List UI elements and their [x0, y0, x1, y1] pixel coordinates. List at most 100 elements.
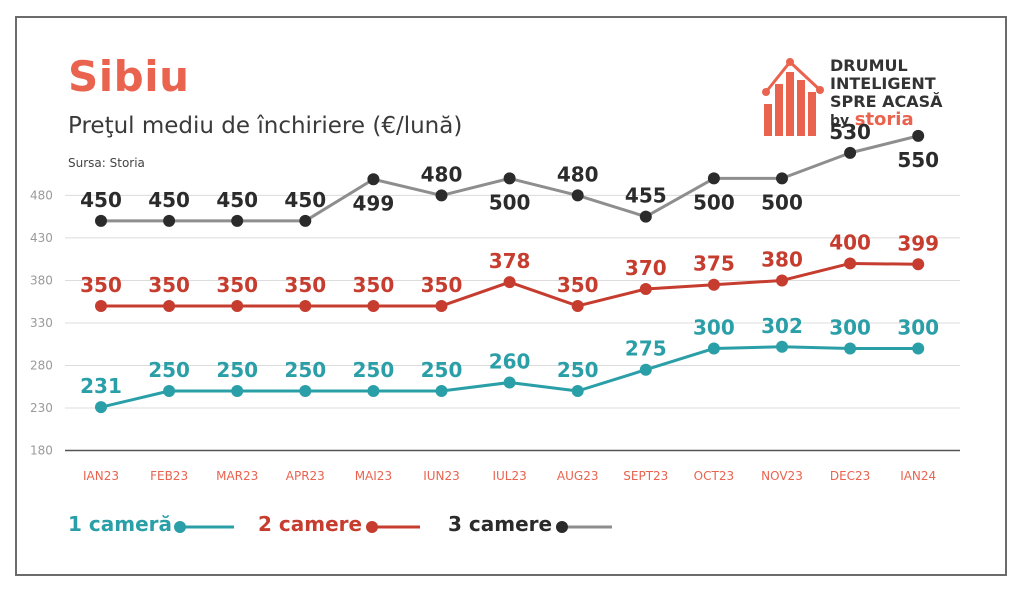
- data-point: [844, 257, 857, 270]
- x-tick-label: AUG23: [557, 469, 599, 483]
- data-label: 499: [353, 191, 395, 215]
- legend-dot-marker: [174, 521, 186, 533]
- x-tick-label: MAI23: [355, 469, 392, 483]
- data-label: 550: [897, 148, 939, 172]
- data-label: 275: [625, 337, 667, 361]
- logo-brand: storia: [854, 109, 914, 130]
- data-label: 450: [80, 188, 122, 212]
- x-tick-label: APR23: [286, 469, 325, 483]
- data-point: [95, 299, 107, 312]
- data-point: [912, 342, 925, 355]
- data-label: 400: [829, 230, 871, 254]
- data-label: 375: [693, 252, 735, 276]
- data-point: [163, 214, 176, 227]
- data-label: 450: [284, 188, 326, 212]
- data-point: [639, 282, 652, 295]
- data-point: [844, 342, 857, 355]
- data-label: 350: [353, 273, 395, 297]
- x-tick-label: IAN24: [900, 469, 936, 483]
- y-tick-label: 430: [30, 231, 53, 245]
- data-point: [707, 278, 720, 291]
- chart-source: Sursa: Storia: [68, 156, 145, 170]
- y-tick-label: 380: [30, 273, 53, 287]
- data-label: 450: [148, 188, 190, 212]
- legend-dot-marker: [366, 521, 378, 533]
- data-point: [571, 385, 584, 397]
- data-point: [503, 172, 516, 185]
- data-point: [435, 385, 448, 397]
- data-point: [435, 189, 448, 202]
- x-tick-label: IUN23: [423, 469, 460, 483]
- data-label: 500: [693, 190, 735, 214]
- data-point: [367, 299, 380, 312]
- data-point: [639, 363, 652, 376]
- data-label: 300: [829, 315, 871, 339]
- data-label: 231: [80, 374, 122, 398]
- data-label: 480: [557, 162, 599, 186]
- data-point: [163, 299, 176, 312]
- data-label: 455: [625, 184, 667, 208]
- data-point: [571, 189, 584, 202]
- data-label: 350: [284, 273, 326, 297]
- data-point: [639, 210, 652, 223]
- data-label: 399: [897, 231, 939, 255]
- data-point: [435, 299, 448, 312]
- data-point: [231, 299, 244, 312]
- data-point: [367, 385, 380, 397]
- data-label: 500: [489, 190, 531, 214]
- data-point: [503, 276, 516, 289]
- legend-dot-marker: [556, 521, 568, 533]
- data-point: [95, 401, 107, 414]
- x-tick-label: SEPT23: [623, 469, 668, 483]
- chart-frame: [15, 16, 1007, 576]
- data-point: [912, 129, 925, 142]
- data-label: 500: [761, 190, 803, 214]
- legend-item: 1 cameră: [68, 512, 172, 536]
- logo-by: by: [830, 113, 850, 129]
- y-tick-label: 330: [30, 316, 53, 330]
- data-label: 250: [216, 358, 258, 382]
- legend-item: 2 camere: [258, 512, 363, 536]
- data-point: [912, 258, 925, 271]
- data-label: 350: [80, 273, 122, 297]
- data-point: [231, 214, 244, 227]
- data-point: [571, 299, 584, 312]
- data-point: [231, 385, 244, 397]
- data-point: [299, 299, 312, 312]
- data-label: 530: [829, 120, 871, 144]
- data-point: [503, 376, 516, 389]
- x-tick-label: NOV23: [761, 469, 803, 483]
- data-label: 250: [353, 358, 395, 382]
- data-label: 480: [421, 162, 463, 186]
- data-point: [707, 172, 720, 185]
- x-tick-label: FEB23: [150, 469, 188, 483]
- data-label: 300: [897, 315, 939, 339]
- x-tick-label: MAR23: [216, 469, 258, 483]
- chart-subtitle: Preţul mediu de închiriere (€/lună): [68, 113, 463, 139]
- data-point: [776, 172, 788, 185]
- data-label: 250: [148, 358, 190, 382]
- logo-line-2: INTELIGENT: [830, 74, 936, 93]
- data-point: [844, 146, 857, 159]
- y-tick-label: 480: [30, 188, 53, 202]
- data-label: 450: [216, 188, 258, 212]
- data-point: [707, 342, 720, 355]
- legend-item: 3 camere: [448, 512, 553, 536]
- y-tick-label: 180: [30, 444, 53, 458]
- data-point: [367, 173, 380, 186]
- data-label: 378: [489, 249, 531, 273]
- data-label: 250: [284, 358, 326, 382]
- data-label: 260: [489, 349, 531, 373]
- y-tick-label: 230: [30, 401, 53, 415]
- x-tick-label: DEC23: [830, 469, 870, 483]
- data-point: [776, 340, 788, 353]
- data-point: [95, 214, 107, 227]
- data-label: 350: [557, 273, 599, 297]
- data-point: [299, 385, 312, 397]
- data-label: 300: [693, 315, 735, 339]
- y-tick-label: 280: [30, 358, 53, 372]
- data-label: 380: [761, 247, 803, 271]
- data-label: 350: [148, 273, 190, 297]
- data-label: 370: [625, 256, 667, 280]
